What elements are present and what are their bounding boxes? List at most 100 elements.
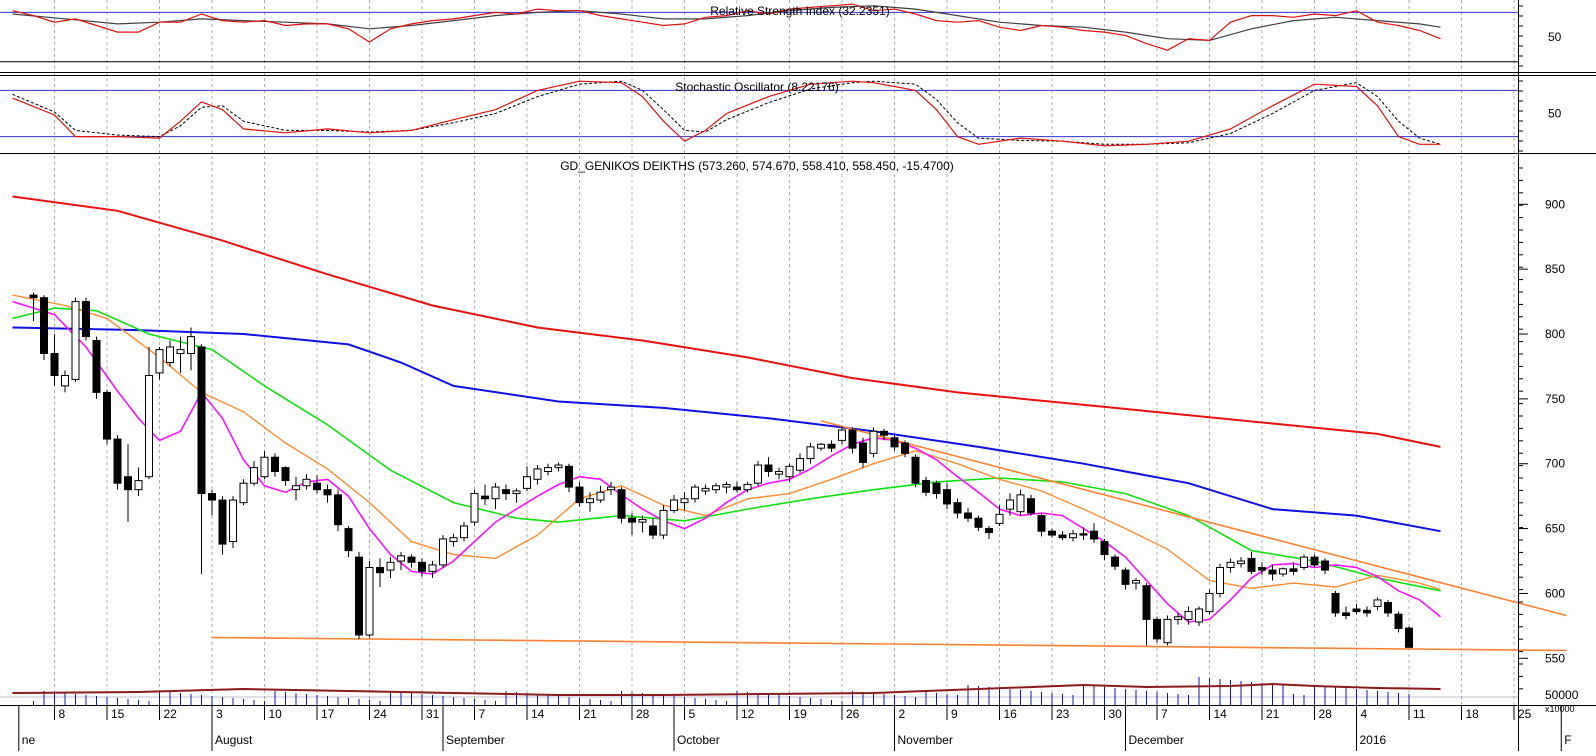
candle-body-up — [701, 487, 710, 492]
candle-body-down — [985, 528, 993, 533]
x-day-label: 19 — [794, 707, 808, 721]
candle-body-up — [544, 467, 552, 473]
x-day-label: 3 — [216, 707, 223, 721]
candle — [953, 498, 962, 519]
candle-body-down — [208, 493, 216, 501]
candle — [491, 483, 500, 510]
candle — [722, 481, 731, 494]
candle — [1279, 567, 1287, 577]
candle — [1384, 599, 1392, 617]
x-day-label: 24 — [374, 707, 388, 721]
candle-body-up — [134, 480, 143, 491]
candle-body-up — [176, 349, 185, 354]
candle-body-up — [155, 349, 164, 374]
candle — [50, 334, 59, 386]
candle-body-down — [890, 437, 899, 448]
candle-body-up — [817, 443, 825, 449]
candle-body-down — [92, 339, 101, 393]
x-day-label: 5 — [689, 707, 696, 721]
candle-body-up — [439, 538, 447, 566]
candle-body-down — [1027, 498, 1035, 514]
y-tick-label: 900 — [1545, 197, 1565, 211]
x-day-label: 21 — [584, 707, 598, 721]
stochastic-d-line — [12, 80, 1441, 145]
candle-body-up — [250, 467, 258, 484]
candle — [1310, 554, 1319, 568]
candle — [449, 533, 458, 547]
candle — [1163, 615, 1172, 646]
candle — [365, 561, 374, 638]
candle — [680, 492, 689, 511]
candle — [260, 450, 269, 480]
candle — [208, 489, 216, 516]
candle — [544, 463, 552, 476]
candle — [1037, 513, 1046, 537]
candle-body-down — [1384, 602, 1392, 614]
candle-body-up — [1237, 560, 1245, 565]
candle — [344, 525, 353, 558]
candle-body-down — [50, 352, 59, 377]
candle-body-down — [103, 391, 111, 440]
y-tick-label: 550 — [1545, 651, 1565, 665]
candle-body-up — [775, 471, 783, 475]
candle-body-up — [187, 336, 195, 354]
candle-body-down — [827, 443, 836, 449]
candle — [229, 496, 237, 549]
candle-body-up — [1300, 556, 1308, 568]
candle-body-up — [586, 498, 594, 504]
candle-body-up — [145, 375, 153, 478]
volume-panel — [0, 677, 1518, 705]
candle-body-up — [523, 476, 531, 489]
x-month-label: ne — [22, 733, 36, 747]
candle-body-down — [197, 346, 206, 495]
candle-body-up — [302, 478, 311, 487]
candle-body-down — [1342, 612, 1350, 616]
candle — [103, 389, 111, 445]
candle-body-down — [323, 489, 332, 496]
candle — [638, 515, 647, 533]
candle — [785, 463, 794, 482]
x-day-label: 14 — [1214, 707, 1228, 721]
candle-body-up — [670, 499, 678, 511]
x-day-label: 23 — [1056, 707, 1070, 721]
candle-body-up — [1174, 616, 1182, 620]
candle-body-down — [932, 482, 941, 495]
candle — [880, 428, 888, 441]
candle — [355, 551, 363, 639]
candle-body-down — [901, 442, 909, 454]
candle-body-up — [712, 485, 720, 491]
candle-body-up — [1216, 567, 1224, 594]
candle-body-down — [733, 486, 741, 491]
candle-body-up — [1373, 599, 1382, 607]
candle — [701, 484, 710, 495]
candle — [1331, 590, 1340, 617]
candle — [460, 522, 468, 542]
candle-body-down — [880, 430, 888, 436]
candle — [407, 554, 416, 568]
candle — [1300, 554, 1308, 571]
x-day-label: 17 — [321, 707, 335, 721]
candle — [628, 513, 636, 536]
candle — [659, 505, 668, 539]
candle-body-down — [628, 517, 636, 523]
candle-body-up — [512, 490, 521, 495]
candle-body-down — [943, 489, 951, 505]
candle-body-down — [1331, 592, 1340, 614]
candle — [1226, 558, 1235, 573]
candle — [848, 427, 857, 454]
candle-body-down — [1289, 568, 1298, 572]
x-day-label: 28 — [636, 707, 650, 721]
candle — [649, 518, 657, 539]
candle — [775, 467, 783, 480]
candle — [1321, 558, 1329, 574]
candle-body-down — [1153, 618, 1161, 640]
candle-body-down — [1247, 557, 1256, 572]
rsi-title: Relative Strength Index (32.2351) — [710, 4, 889, 18]
candle-body-down — [502, 489, 510, 495]
x-day-label: 25 — [1518, 707, 1532, 721]
candle — [218, 496, 227, 555]
candle — [502, 484, 510, 501]
candle-body-up — [1184, 611, 1193, 620]
candle-body-down — [418, 561, 426, 572]
